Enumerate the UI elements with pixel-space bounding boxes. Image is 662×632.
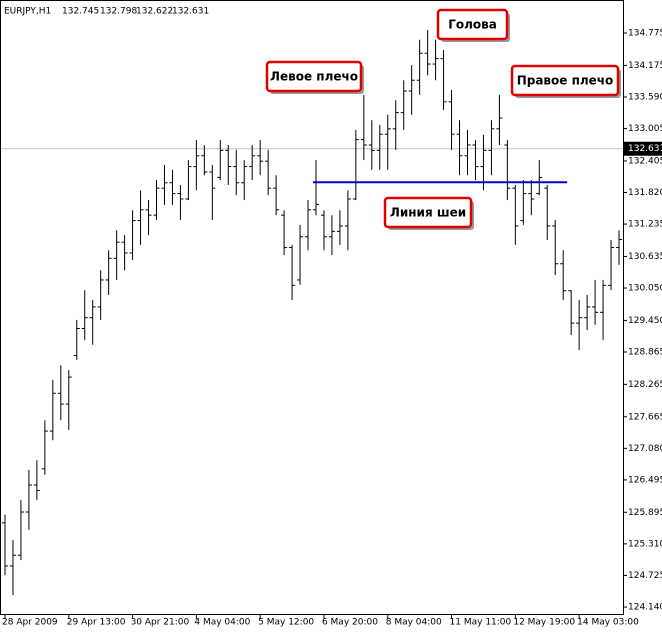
price-label-bg xyxy=(624,141,662,156)
header-close: 132.631 xyxy=(172,7,209,17)
x-tick-label: 14 May 03:00 xyxy=(577,618,639,628)
x-tick-label: 11 May 11:00 xyxy=(450,618,512,628)
x-tick-label: 29 Apr 13:00 xyxy=(67,618,126,628)
y-tick-label: 130.050 xyxy=(628,284,662,294)
x-tick-label: 28 Apr 2009 xyxy=(2,618,58,628)
header-high: 132.798 xyxy=(100,7,137,17)
y-tick-label: 131.820 xyxy=(628,188,662,198)
header-low: 132.622 xyxy=(136,7,173,17)
y-tick-label: 133.005 xyxy=(628,124,662,134)
plot-frame xyxy=(0,0,624,615)
annotation-text: Линия шеи xyxy=(390,206,466,220)
annotation-box xyxy=(436,8,509,41)
y-tick-label: 132.405 xyxy=(628,156,662,166)
y-tick-label: 124.725 xyxy=(628,571,662,581)
y-tick-label: 128.865 xyxy=(628,347,662,357)
price-label: 132.631 xyxy=(628,144,662,154)
y-tick-label: 127.080 xyxy=(628,444,662,454)
y-tick-label: 125.895 xyxy=(628,508,662,518)
header-open: 132.745 xyxy=(62,7,99,17)
x-tick-label: 6 May 20:00 xyxy=(322,618,378,628)
annotation-box xyxy=(265,60,363,93)
x-tick-label: 5 May 12:00 xyxy=(258,618,314,628)
annotation-box xyxy=(383,196,473,229)
x-tick-label: 4 May 04:00 xyxy=(194,618,250,628)
y-tick-label: 126.495 xyxy=(628,475,662,485)
x-tick-label: 12 May 19:00 xyxy=(513,618,575,628)
annotation-text: Голова xyxy=(448,18,497,32)
y-tick-label: 130.635 xyxy=(628,252,662,262)
annotation: Левое плечо xyxy=(265,60,364,94)
y-tick-label: 134.775 xyxy=(628,29,662,39)
y-tick-label: 129.450 xyxy=(628,316,662,326)
x-tick-label: 8 May 04:00 xyxy=(386,618,442,628)
y-tick-label: 131.235 xyxy=(628,220,662,230)
annotation: Линия шеи xyxy=(383,196,474,230)
header-symbol: EURJPY,H1 xyxy=(4,7,51,17)
y-tick-label: 127.665 xyxy=(628,412,662,422)
y-tick-label: 134.175 xyxy=(628,61,662,71)
annotation-text: Левое плечо xyxy=(270,70,358,84)
annotation: Голова xyxy=(436,8,510,42)
y-tick-label: 133.590 xyxy=(628,92,662,102)
y-tick-label: 124.140 xyxy=(628,603,662,613)
annotation-box xyxy=(510,64,620,97)
annotation: Правое плечо xyxy=(510,64,621,98)
y-tick-label: 125.310 xyxy=(628,539,662,549)
x-tick-label: 30 Apr 21:00 xyxy=(131,618,190,628)
annotation-text: Правое плечо xyxy=(517,74,614,88)
y-tick-label: 128.265 xyxy=(628,380,662,390)
